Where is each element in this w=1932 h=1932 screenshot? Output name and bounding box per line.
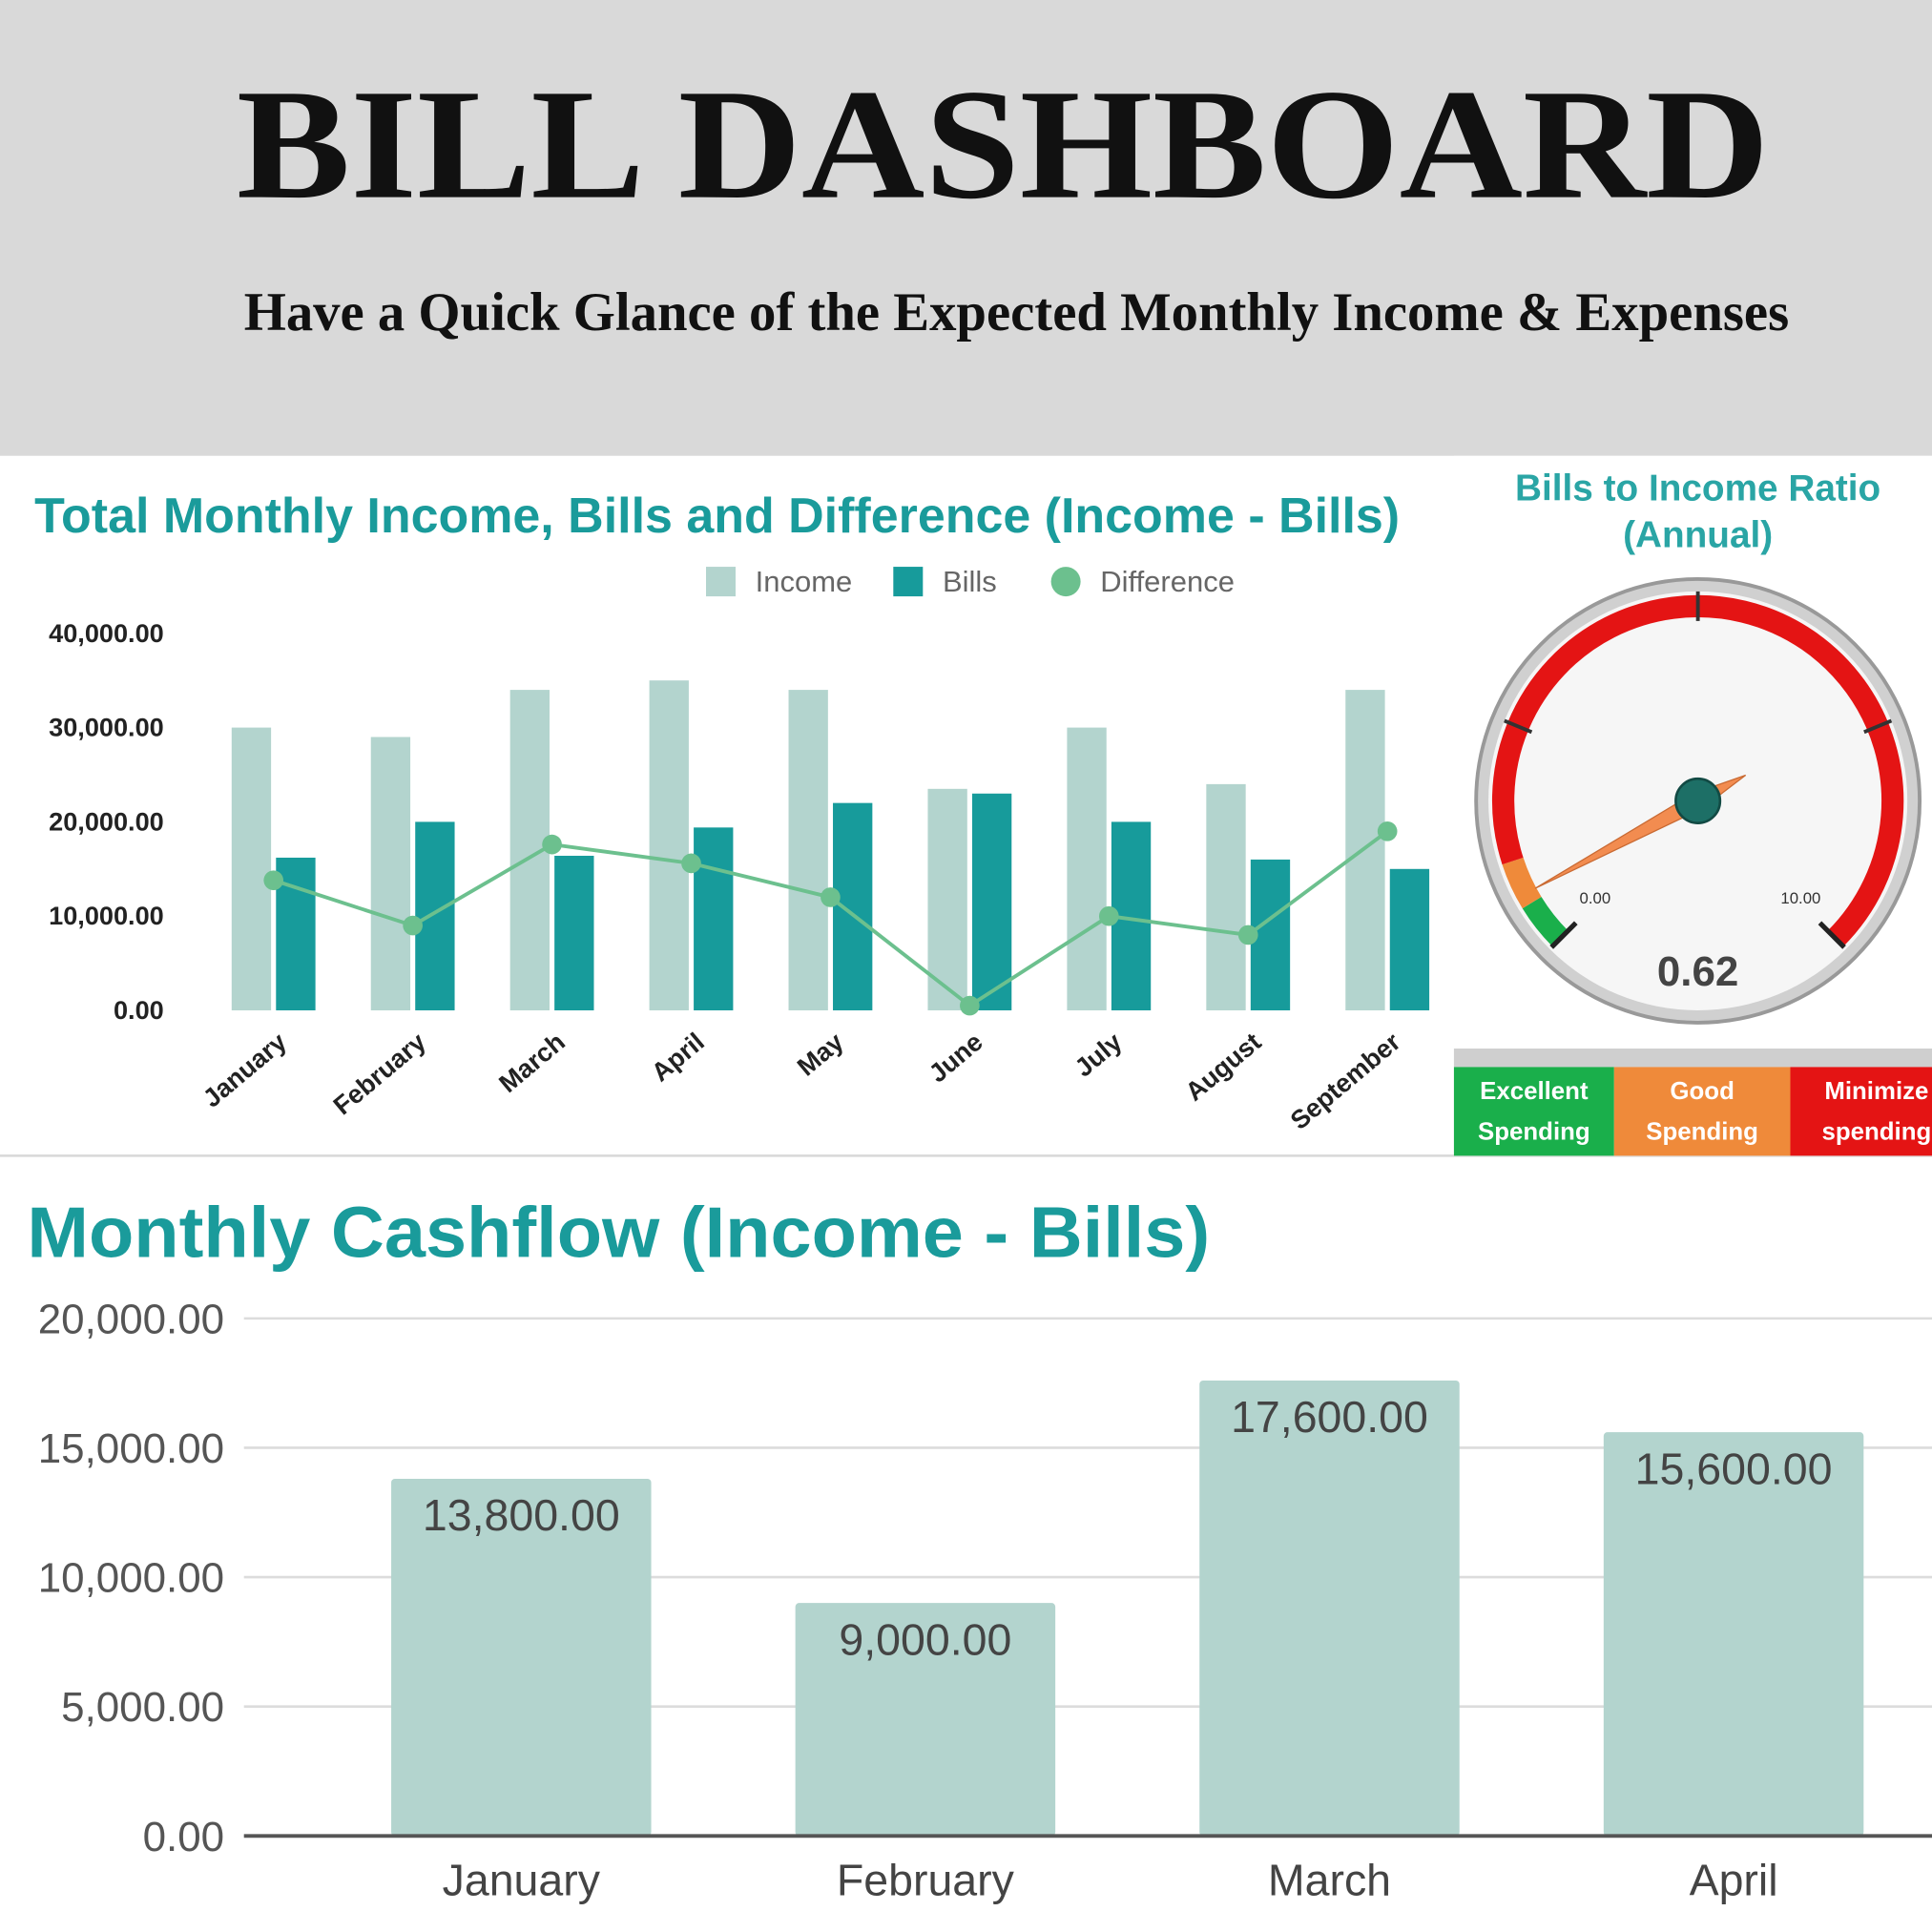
difference-point [1237,924,1258,945]
bar [1603,1432,1864,1837]
difference-point [1377,821,1398,841]
y-tick-label: 0.00 [143,1814,224,1860]
bar [1067,727,1107,1010]
gauge-legend-bar [1453,1049,1932,1068]
gauge-minor-tick [1504,718,1533,735]
gauge-minor-tick [1863,718,1893,735]
gauge-legend-label-box: Good Spending [1646,1078,1758,1147]
y-tick-label: 20,000.00 [38,1296,224,1342]
gauge-legend-label-box: Minimize spending [1821,1078,1932,1147]
gauge-title-box: Bills to Income Ratio (Annual) [1515,467,1881,556]
gauge-band [1492,594,1904,946]
gauge-band [1502,857,1542,909]
bar [391,1479,652,1837]
difference-point [542,834,562,855]
gauge-legend-label: Good Spending [1646,1078,1758,1147]
y-tick-label: 15,000.00 [38,1425,224,1472]
y-tick-label: 10,000.00 [38,1555,224,1602]
gauge-title: Bills to Income Ratio (Annual) [1515,467,1881,556]
gauge-tick-label: 10.00 [1780,889,1820,907]
bar [231,727,272,1010]
bar [1199,1380,1460,1837]
chart-title: Monthly Cashflow (Income - Bills) [27,1192,1210,1272]
gauge-tick [1549,921,1578,949]
bar [927,788,967,1010]
x-tick-label: April [1690,1855,1778,1904]
gauge-value: 0.62 [1657,948,1738,995]
legend-swatch [1050,567,1081,597]
gauge-legend-label: Excellent Spending [1478,1078,1590,1147]
y-tick-label: 20,000.00 [49,806,164,836]
y-tick-label: 40,000.00 [49,618,164,648]
value-label: 13,800.00 [423,1490,620,1540]
legend-label: Difference [1100,565,1235,598]
x-tick-label: January [443,1855,601,1904]
plot-area [231,680,1430,1016]
gauge-tick [1818,921,1846,949]
gauge-hub [1674,777,1722,824]
y-tick-label: 5,000.00 [61,1684,224,1731]
x-tick-label: February [837,1855,1015,1904]
bar [971,793,1012,1010]
bar [554,855,594,1010]
legend-label: Bills [943,565,997,598]
difference-point [681,853,701,874]
difference-point [960,995,980,1016]
cashflow-chart: Monthly Cashflow (Income - Bills) 0.00 5,0… [27,1192,1932,1904]
difference-point [821,887,841,907]
difference-point [403,915,423,936]
bar [788,690,828,1010]
difference-point [263,870,284,890]
legend-swatch [893,567,924,597]
y-tick-label: 10,000.00 [49,901,164,930]
bar [694,827,734,1010]
value-label: 15,600.00 [1635,1444,1833,1493]
chart-title: Total Monthly Income, Bills and Differen… [34,488,1400,543]
value-label: 17,600.00 [1231,1392,1428,1442]
gauge-tick-label: 0.00 [1580,889,1611,907]
bar [370,737,411,1010]
header-background [0,0,1932,456]
difference-point [1098,905,1119,926]
bar [415,821,455,1010]
bar [833,802,873,1010]
gauge-chart: Bills to Income Ratio (Annual) 0.00 10.00 0… [1453,455,1932,1156]
bar [649,680,689,1010]
header-title: BILL DASHBOARD [237,57,1770,232]
bar [1206,783,1246,1010]
gauge-legend-box [1613,1067,1791,1156]
gauge-legend-box [1453,1067,1614,1156]
gauge-legend-box [1790,1067,1932,1156]
bar [1345,690,1385,1010]
gauge-legend-label-box: Excellent Spending [1478,1078,1590,1147]
legend-label: Income [756,565,853,598]
legend-swatch [706,567,736,597]
y-tick-label: 0.00 [114,995,164,1025]
bar [1389,868,1430,1010]
bar [795,1603,1056,1837]
value-label: 9,000.00 [839,1614,1011,1664]
x-tick-label: March [1268,1855,1391,1904]
header-subtitle: Have a Quick Glance of the Expected Mont… [244,282,1789,343]
gauge-legend-label: Minimize spending [1821,1078,1932,1147]
y-tick-label: 30,000.00 [49,713,164,742]
